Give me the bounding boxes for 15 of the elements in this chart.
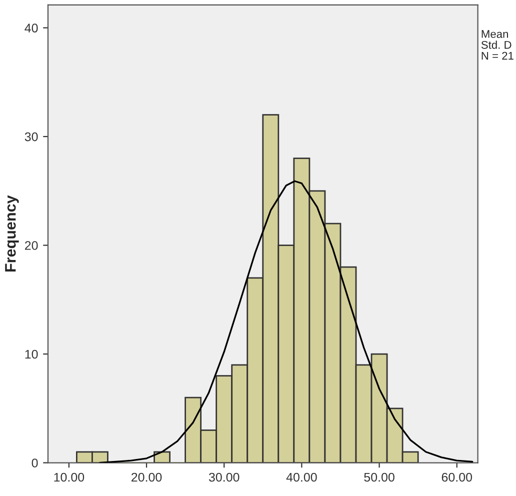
text: Std. D [481, 40, 512, 49]
x-tick-label: 60.00 [442, 472, 472, 482]
text: N = 21 [482, 52, 514, 60]
text: Mean [482, 30, 508, 38]
x-tick-label: 30.00 [208, 472, 240, 482]
x-tick-label: 20.00 [132, 472, 162, 482]
x-tick-label: 10.00 [54, 472, 84, 482]
y-tick-label: 0 [32, 458, 38, 468]
y-tick-label: 10 [25, 350, 38, 359]
y-tick-label: 20 [24, 241, 38, 250]
x-tick-label: 50.00 [364, 472, 394, 482]
x-tick-label: 40.00 [286, 472, 317, 482]
y-tick-label: 30 [24, 132, 38, 142]
y-tick-label: 40 [24, 24, 38, 32]
y-axis-title: Frequency [5, 195, 19, 272]
